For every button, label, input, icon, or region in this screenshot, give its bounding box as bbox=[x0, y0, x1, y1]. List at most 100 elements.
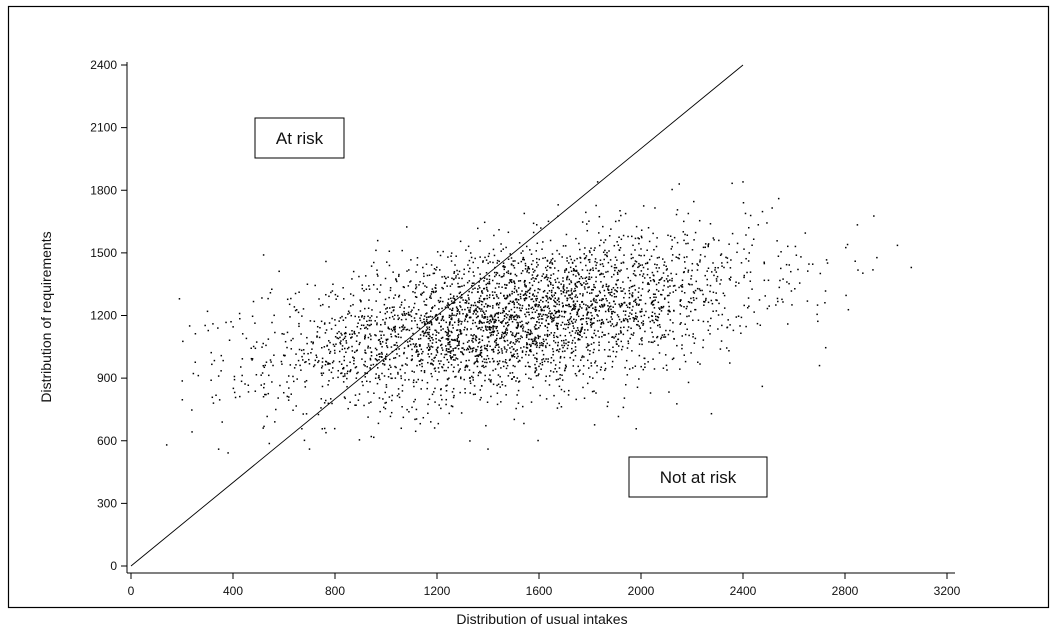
scatter-point bbox=[379, 330, 381, 333]
scatter-point bbox=[587, 317, 590, 320]
scatter-point bbox=[636, 386, 639, 389]
scatter-point bbox=[532, 271, 535, 273]
scatter-point bbox=[390, 333, 392, 336]
scatter-point bbox=[565, 342, 567, 345]
scatter-point bbox=[528, 365, 530, 368]
scatter-point bbox=[552, 314, 555, 317]
scatter-point bbox=[488, 281, 491, 283]
scatter-point bbox=[452, 349, 454, 352]
scatter-point bbox=[510, 314, 513, 317]
scatter-point bbox=[553, 340, 555, 342]
scatter-point bbox=[660, 310, 663, 312]
scatter-point bbox=[435, 334, 437, 336]
scatter-point bbox=[572, 359, 575, 361]
scatter-point bbox=[499, 375, 501, 378]
scatter-point bbox=[449, 355, 451, 357]
scatter-point bbox=[562, 327, 565, 330]
scatter-point bbox=[424, 285, 426, 287]
scatter-point bbox=[262, 364, 265, 367]
scatter-point bbox=[380, 337, 383, 339]
scatter-point bbox=[545, 319, 547, 322]
scatter-point bbox=[345, 332, 347, 335]
scatter-point bbox=[335, 298, 337, 300]
scatter-point bbox=[763, 261, 765, 264]
scatter-point bbox=[516, 327, 518, 330]
scatter-point bbox=[623, 254, 625, 256]
scatter-point bbox=[410, 327, 413, 330]
scatter-point bbox=[417, 355, 419, 357]
scatter-point bbox=[642, 324, 644, 326]
scatter-point bbox=[538, 301, 541, 303]
scatter-point bbox=[640, 229, 643, 231]
scatter-point bbox=[393, 344, 395, 346]
scatter-point bbox=[493, 320, 496, 323]
scatter-point bbox=[540, 227, 542, 229]
scatter-point bbox=[339, 336, 341, 339]
scatter-point bbox=[609, 291, 611, 294]
scatter-point bbox=[435, 290, 437, 292]
scatter-point bbox=[440, 344, 442, 347]
scatter-point bbox=[469, 309, 471, 311]
scatter-point bbox=[524, 365, 527, 368]
scatter-point bbox=[581, 221, 584, 223]
scatter-point bbox=[465, 349, 468, 351]
scatter-point bbox=[652, 274, 655, 276]
scatter-point bbox=[239, 317, 241, 320]
scatter-point bbox=[539, 335, 541, 338]
scatter-point bbox=[400, 427, 403, 430]
scatter-point bbox=[690, 352, 692, 354]
scatter-point bbox=[548, 384, 551, 386]
scatter-point bbox=[696, 287, 699, 290]
scatter-point bbox=[612, 306, 614, 308]
scatter-point bbox=[447, 378, 449, 381]
scatter-point bbox=[717, 266, 719, 269]
scatter-point bbox=[392, 326, 395, 329]
scatter-point bbox=[672, 357, 675, 359]
scatter-point bbox=[640, 338, 642, 340]
scatter-point bbox=[586, 311, 589, 313]
scatter-point bbox=[556, 328, 559, 331]
scatter-point bbox=[447, 329, 450, 332]
scatter-point bbox=[304, 361, 306, 364]
scatter-point bbox=[578, 273, 580, 276]
scatter-point bbox=[423, 318, 425, 321]
scatter-point bbox=[441, 307, 443, 310]
scatter-point bbox=[671, 188, 673, 191]
scatter-point bbox=[587, 359, 589, 362]
scatter-point bbox=[426, 326, 428, 328]
scatter-point bbox=[609, 259, 612, 261]
scatter-point bbox=[401, 249, 403, 252]
scatter-point bbox=[286, 346, 288, 349]
scatter-point bbox=[579, 369, 581, 371]
scatter-point bbox=[448, 351, 450, 353]
scatter-point bbox=[714, 269, 716, 271]
scatter-point bbox=[581, 355, 584, 357]
scatter-point bbox=[550, 259, 553, 261]
scatter-point bbox=[530, 263, 533, 266]
scatter-point bbox=[519, 295, 522, 298]
scatter-point bbox=[638, 343, 641, 345]
scatter-point bbox=[546, 326, 549, 329]
scatter-point bbox=[297, 311, 300, 314]
scatter-point bbox=[238, 312, 241, 315]
scatter-point bbox=[559, 348, 561, 350]
scatter-point bbox=[607, 270, 609, 273]
scatter-point bbox=[598, 341, 600, 344]
scatter-point bbox=[641, 337, 643, 339]
scatter-point bbox=[516, 339, 519, 342]
scatter-point bbox=[430, 310, 432, 312]
scatter-point bbox=[483, 298, 485, 300]
scatter-point bbox=[587, 278, 590, 280]
scatter-point bbox=[358, 439, 361, 441]
scatter-point bbox=[501, 381, 503, 383]
scatter-point bbox=[398, 396, 401, 399]
scatter-point bbox=[483, 321, 485, 324]
scatter-point bbox=[458, 270, 461, 273]
scatter-point bbox=[573, 290, 575, 293]
scatter-point bbox=[551, 257, 554, 260]
scatter-point bbox=[469, 392, 471, 394]
scatter-point bbox=[293, 380, 295, 383]
scatter-point bbox=[428, 326, 431, 328]
scatter-point bbox=[546, 278, 549, 281]
scatter-point bbox=[420, 358, 422, 361]
